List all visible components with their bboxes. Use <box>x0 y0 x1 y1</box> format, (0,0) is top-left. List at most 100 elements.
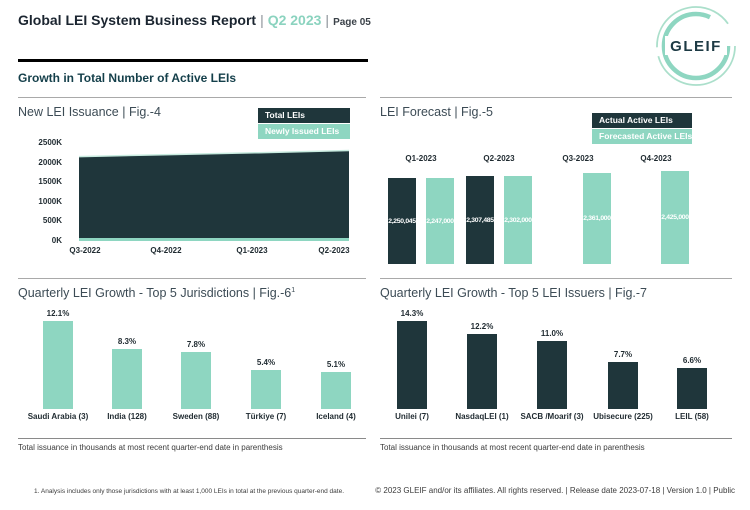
bar-value-label: 11.0% <box>540 329 564 338</box>
bar <box>43 321 73 409</box>
bar-value-label: 8.3% <box>117 337 137 346</box>
category-label: SACB /Moarif (3) <box>520 412 584 421</box>
bar-value-label: 7.8% <box>186 340 206 349</box>
forecasted-active-bar: 2,425,000 <box>661 171 689 264</box>
bar <box>537 341 567 409</box>
category-label: Türkiye (7) <box>245 412 287 421</box>
chart-title: LEI Forecast | Fig.-5 <box>380 105 494 119</box>
copyright: © 2023 GLEIF and/or its affiliates. All … <box>375 486 735 495</box>
bar-value-label: 7.7% <box>613 350 633 359</box>
legend-item: Forecasted Active LEIs <box>592 129 692 144</box>
x-axis-label: Q1-2023 <box>236 246 268 255</box>
forecast-group: Q2-2023 2,307,485 2,302,000 <box>461 154 537 264</box>
bar-value-label: 2,302,000 <box>504 216 532 224</box>
issuers-bar-chart: 14.3% 12.2% 11.0% 7.7% 6.6% <box>380 279 732 409</box>
bar-value-label: 12.2% <box>470 322 494 331</box>
chart-title: Quarterly LEI Growth - Top 5 LEI Issuers… <box>380 286 648 300</box>
chart-note: Total issuance in thousands at most rece… <box>380 443 645 452</box>
quarter-label: Q4-2023 <box>640 154 672 163</box>
report-period: Q2 2023 <box>267 12 322 28</box>
chart-title: New LEI Issuance | Fig.-4 <box>18 105 161 119</box>
category-label: LEIL (58) <box>675 412 709 421</box>
separator: | <box>325 12 330 28</box>
gleif-logo: GLEIF <box>652 3 740 89</box>
actual-active-bar: 2,250,045 <box>388 178 416 264</box>
gleif-logo-icon: GLEIF <box>656 6 736 86</box>
bar-value-label: 2,307,485 <box>466 216 494 224</box>
bar <box>677 368 707 409</box>
y-axis-tick: 0K <box>51 236 62 245</box>
separator: | <box>260 12 264 28</box>
forecast-bar-chart: Q1-2023 2,250,045 2,247,000 Q2-2023 2,307,48… <box>380 98 732 268</box>
panel-top5-issuers: Quarterly LEI Growth - Top 5 LEI Issuers… <box>380 278 732 459</box>
issuance-legend: Total LEIs Newly Issued LEIs <box>258 108 350 140</box>
y-axis-tick: 1000K <box>38 196 62 206</box>
chart-title-text: Quarterly LEI Growth - Top 5 Jurisdictio… <box>18 286 292 300</box>
bar <box>321 372 351 409</box>
forecasted-active-bar: 2,247,000 <box>426 178 454 264</box>
category-label: Sweden (88) <box>172 412 220 421</box>
bar <box>467 334 497 409</box>
bar-value-label: 5.4% <box>256 358 276 367</box>
bar <box>251 370 281 409</box>
forecast-group: Q3-2023 2,361,000 <box>540 154 616 264</box>
report-title: Global LEI System Business Report <box>18 12 257 28</box>
panel-top5-jurisdictions: Quarterly LEI Growth - Top 5 Jurisdictio… <box>18 278 366 459</box>
x-axis-label: Q3-2022 <box>69 246 101 255</box>
issuers-categories: Unilei (7) NasdaqLEI (1) SACB /Moarif (3) U… <box>380 412 732 424</box>
legend-item: Total LEIs <box>258 108 350 123</box>
bar-value-label: 2,361,000 <box>583 215 611 222</box>
forecast-group: Q1-2023 2,250,045 2,247,000 <box>383 154 459 264</box>
bar-value-label: 5.1% <box>326 360 346 369</box>
page-number: Page 05 <box>333 17 371 28</box>
category-label: Saudi Arabia (3) <box>27 412 89 421</box>
x-axis-label: Q4-2022 <box>150 246 182 255</box>
bar <box>112 349 142 409</box>
forecast-legend: Actual Active LEIs Forecasted Active LEIs <box>592 113 692 145</box>
category-label: Ubisecure (225) <box>593 412 653 421</box>
newly-issued-area <box>79 238 349 241</box>
x-axis-label: Q2-2023 <box>318 246 350 255</box>
bar-value-label: 2,250,045 <box>388 217 416 225</box>
forecast-group: Q4-2023 2,425,000 <box>618 154 694 264</box>
bar-value-label: 2,425,000 <box>661 214 689 221</box>
y-axis: 2500K 2000K 1500K 1000K 500K 0K <box>18 138 62 245</box>
note-divider <box>380 438 732 439</box>
quarter-label: Q2-2023 <box>483 154 515 163</box>
chart-title: Quarterly LEI Growth - Top 5 Jurisdictio… <box>18 286 295 300</box>
y-axis-tick: 500K <box>42 216 62 226</box>
forecasted-active-bar: 2,302,000 <box>504 176 532 264</box>
footnote-marker: 1 <box>291 286 296 294</box>
chart-note: Total issuance in thousands at most rece… <box>18 443 283 452</box>
bar-value-label: 14.3% <box>400 309 424 318</box>
category-label: Unilei (7) <box>395 412 429 421</box>
category-label: India (128) <box>107 412 147 421</box>
y-axis-tick: 2000K <box>38 157 62 167</box>
bar-value-label: 12.1% <box>46 309 70 318</box>
x-axis: Q3-2022 Q4-2022 Q1-2023 Q2-2023 <box>18 246 366 256</box>
bar <box>181 352 211 409</box>
quarter-label: Q3-2023 <box>562 154 594 163</box>
legend-item: Actual Active LEIs <box>592 113 692 128</box>
actual-active-bar: 2,307,485 <box>466 176 494 264</box>
y-axis-tick: 1500K <box>38 177 62 187</box>
legend-item: Newly Issued LEIs <box>258 124 350 139</box>
footnote: 1. Analysis includes only those jurisdic… <box>34 488 345 495</box>
panel-new-lei-issuance: New LEI Issuance | Fig.-4 Total LEIs Newl… <box>18 97 366 279</box>
area-top-edge <box>79 149 349 158</box>
jurisdictions-bar-chart: 12.1% 8.3% 7.8% 5.4% 5.1% <box>18 279 366 409</box>
note-divider <box>18 438 366 439</box>
y-axis-tick: 2500K <box>38 138 62 147</box>
category-label: NasdaqLEI (1) <box>455 412 509 421</box>
bar-value-label: 6.6% <box>682 356 702 365</box>
bar <box>397 321 427 409</box>
jurisdictions-categories: Saudi Arabia (3) India (128) Sweden (88) Tü… <box>18 412 366 424</box>
panel-lei-forecast: LEI Forecast | Fig.-5 Actual Active LEIs… <box>380 97 732 279</box>
bar <box>608 362 638 409</box>
section-title: Growth in Total Number of Active LEIs <box>18 71 237 85</box>
total-leis-area <box>79 150 349 241</box>
section-divider <box>18 59 368 62</box>
report-header: Global LEI System Business Report | Q2 202… <box>18 12 371 28</box>
bar-value-label: 2,247,000 <box>426 217 454 225</box>
